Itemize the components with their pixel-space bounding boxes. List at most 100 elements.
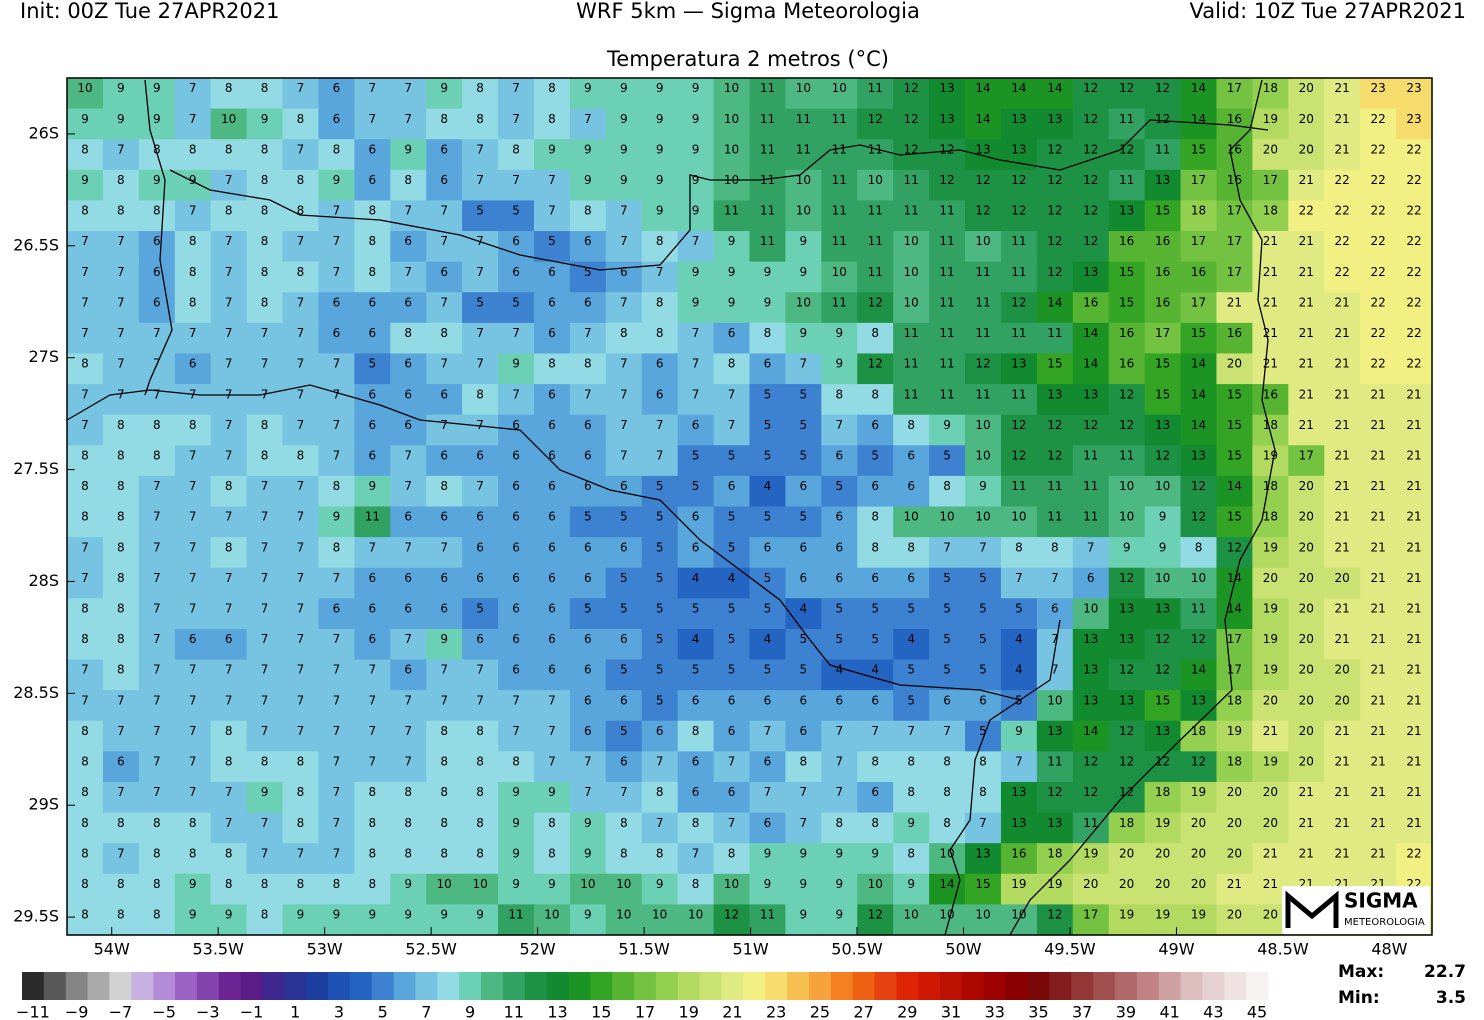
field-cell	[318, 537, 355, 569]
field-cell	[1360, 353, 1397, 385]
field-cell	[1108, 720, 1146, 752]
field-cell	[857, 108, 894, 140]
field-cell	[138, 567, 176, 599]
cell-value: 6	[728, 724, 736, 738]
field-cell	[929, 261, 966, 293]
field-cell	[1360, 598, 1397, 630]
cell-value: 12	[1047, 785, 1062, 799]
field-cell	[641, 781, 679, 814]
cell-value: 23	[1406, 112, 1421, 126]
field-cell	[174, 506, 212, 538]
field-cell	[605, 690, 643, 722]
field-cell	[102, 812, 140, 844]
cell-value: 7	[189, 571, 197, 585]
field-cell	[1288, 720, 1325, 752]
field-cell	[1396, 384, 1433, 416]
colorbar-swatch	[677, 972, 701, 1000]
cell-value: 21	[1299, 173, 1314, 187]
field-cell	[67, 628, 104, 661]
field-cell	[1216, 659, 1253, 691]
field-cell	[246, 628, 284, 661]
cell-value: 7	[81, 326, 89, 340]
field-cell	[354, 628, 391, 661]
field-cell	[929, 812, 966, 844]
field-cell	[1000, 261, 1038, 293]
cell-value: 20	[1227, 908, 1242, 922]
field-cell	[677, 690, 715, 722]
cell-value: 7	[584, 755, 592, 769]
cell-value: 13	[1011, 816, 1026, 830]
cell-value: 7	[261, 632, 269, 646]
cell-value: 18	[1263, 418, 1278, 432]
cell-value: 8	[153, 142, 161, 156]
cell-value: 7	[800, 785, 808, 799]
field-cell	[821, 292, 858, 324]
cell-value: 8	[261, 418, 269, 432]
field-cell	[929, 904, 966, 936]
field-cell	[641, 659, 679, 691]
cell-value: 12	[1083, 204, 1098, 218]
field-cell	[1000, 475, 1038, 508]
cell-value: 7	[225, 785, 233, 799]
cell-value: 6	[404, 571, 412, 585]
cell-value: 21	[1406, 479, 1421, 493]
field-cell	[246, 812, 284, 844]
cell-value: 8	[261, 908, 269, 922]
field-cell	[1072, 506, 1110, 538]
field-cell	[282, 873, 320, 905]
colorbar-swatch	[940, 972, 963, 1000]
field-cell	[533, 598, 571, 630]
cell-value: 12	[1119, 724, 1134, 738]
cell-value: 6	[512, 234, 520, 248]
cell-value: 11	[939, 387, 954, 401]
cell-value: 5	[656, 571, 664, 585]
field-cell	[641, 261, 679, 293]
field-cell	[1072, 384, 1110, 416]
field-cell	[102, 598, 140, 630]
field-cell	[713, 200, 751, 232]
colorbar-swatch	[808, 972, 832, 1000]
field-cell	[138, 690, 176, 722]
field-cell	[1108, 139, 1146, 171]
field-cell	[282, 751, 320, 783]
field-cell	[1360, 751, 1397, 783]
cell-value: 9	[764, 295, 772, 309]
field-cell	[102, 720, 140, 752]
field-cell	[821, 261, 858, 293]
cell-value: 13	[1011, 357, 1026, 371]
cell-value: 8	[117, 448, 125, 462]
field-cell	[1180, 904, 1218, 936]
field-cell	[1072, 873, 1110, 905]
field-cell	[210, 598, 248, 630]
field-cell	[426, 690, 463, 722]
field-cell	[174, 139, 212, 171]
field-cell	[1360, 537, 1397, 569]
field-cell	[821, 720, 858, 752]
field-cell	[210, 904, 248, 936]
field-cell	[246, 108, 284, 140]
field-cell	[1108, 506, 1146, 538]
cell-value: 7	[656, 816, 664, 830]
field-cell	[749, 322, 787, 355]
cell-value: 5	[979, 663, 987, 677]
field-cell	[1072, 659, 1110, 691]
colorbar-swatch	[22, 972, 45, 1000]
cell-value: 7	[333, 448, 341, 462]
field-cell	[1036, 628, 1074, 661]
field-cell	[210, 231, 248, 263]
field-cell	[1324, 598, 1361, 630]
cell-value: 5	[548, 234, 556, 248]
field-cell	[677, 873, 715, 905]
cell-value: 7	[476, 418, 484, 432]
cell-value: 7	[764, 724, 772, 738]
field-cell	[67, 353, 104, 385]
cell-value: 7	[153, 510, 161, 524]
cell-value: 16	[1191, 265, 1206, 279]
cell-value: 5	[476, 602, 484, 616]
field-cell	[641, 812, 679, 844]
field-cell	[1036, 78, 1074, 110]
field-cell	[1036, 108, 1074, 140]
colorbar-swatch	[109, 972, 132, 1000]
field-cell	[749, 720, 787, 752]
field-cell	[1000, 322, 1038, 355]
